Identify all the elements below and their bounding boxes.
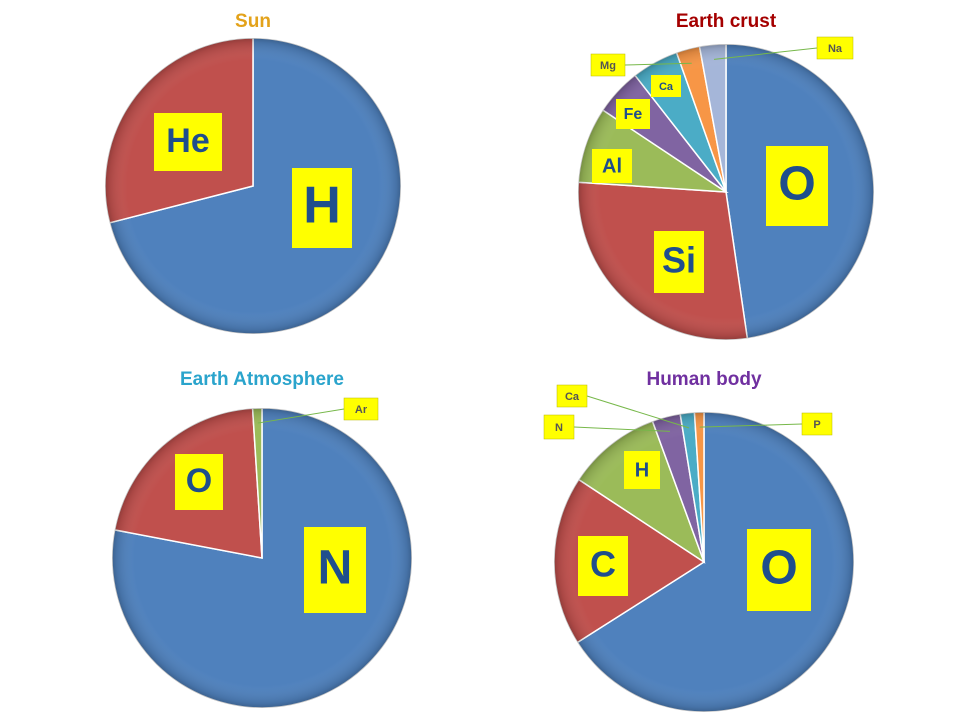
slice-label: O bbox=[186, 462, 212, 500]
label-box bbox=[651, 75, 681, 97]
label-box bbox=[816, 36, 854, 60]
callout-line bbox=[586, 395, 690, 429]
label-box bbox=[654, 231, 704, 293]
label-box bbox=[616, 99, 650, 129]
chart-title: Sun bbox=[235, 11, 271, 32]
slice-label: N bbox=[318, 542, 353, 595]
chart-title: Human body bbox=[646, 369, 761, 390]
slice-label: H bbox=[635, 459, 649, 481]
slice-label: He bbox=[166, 122, 209, 160]
label-box bbox=[801, 412, 833, 436]
label-box bbox=[543, 414, 575, 440]
callout-line bbox=[713, 47, 818, 60]
label-box bbox=[556, 384, 588, 408]
label-box bbox=[624, 451, 660, 489]
label-box bbox=[747, 529, 811, 611]
slice-label: Mg bbox=[600, 60, 616, 72]
slice-label: N bbox=[555, 422, 563, 434]
slice-label: Fe bbox=[624, 106, 643, 123]
slice-label: C bbox=[590, 544, 616, 585]
label-box bbox=[304, 527, 366, 613]
callout-line bbox=[257, 408, 345, 424]
slice-label: O bbox=[778, 158, 815, 211]
label-box bbox=[154, 113, 222, 171]
slice-label: P bbox=[813, 419, 820, 431]
slice-label: Si bbox=[662, 240, 696, 281]
label-box bbox=[578, 536, 628, 596]
label-box bbox=[292, 168, 352, 248]
label-box bbox=[592, 149, 632, 183]
label-box bbox=[590, 53, 626, 77]
slice-label: Ca bbox=[659, 81, 674, 93]
label-box bbox=[175, 454, 223, 510]
slice-label: Ca bbox=[565, 391, 580, 403]
slice-label: Ar bbox=[355, 404, 368, 416]
chart-title: Earth crust bbox=[676, 11, 777, 32]
callout-line bbox=[573, 426, 670, 432]
slice-label: Na bbox=[828, 43, 843, 55]
label-box bbox=[766, 146, 828, 226]
callout-line bbox=[699, 423, 803, 428]
slice-label: H bbox=[303, 177, 341, 235]
slice-label: Al bbox=[602, 155, 622, 177]
slice-label: O bbox=[760, 542, 797, 595]
label-box bbox=[343, 397, 379, 421]
callout-line bbox=[624, 62, 692, 66]
chart-title: Earth Atmosphere bbox=[180, 369, 344, 390]
